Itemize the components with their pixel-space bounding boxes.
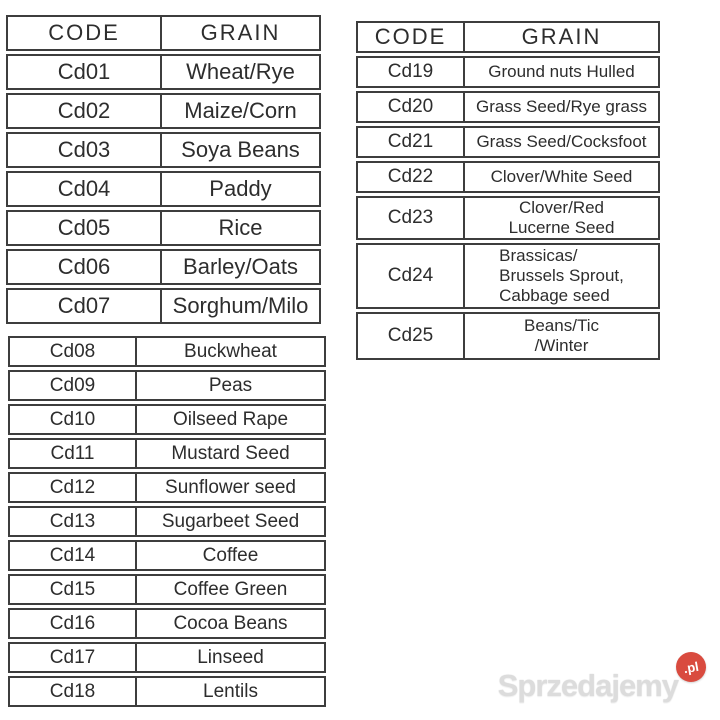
code-cell: Cd21 [356,126,463,158]
code-cell: Cd07 [6,288,160,324]
table-row: Cd21 Grass Seed/Cocksfoot [356,126,660,158]
grain-cell: Grass Seed/Rye grass [463,91,660,123]
grain-cell: Linseed [135,642,326,673]
table-row: Cd22 Clover/White Seed [356,161,660,193]
code-cell: Cd09 [8,370,135,401]
code-cell: Cd13 [8,506,135,537]
grain-cell: Grass Seed/Cocksfoot [463,126,660,158]
table-row: Cd09 Peas [8,370,326,401]
grain-cell: Oilseed Rape [135,404,326,435]
code-cell: Cd22 [356,161,463,193]
table-row: Cd08 Buckwheat [8,336,326,367]
table-row: Cd20 Grass Seed/Rye grass [356,91,660,123]
grain-cell: Beans/Tic /Winter [463,312,660,361]
code-cell: Cd14 [8,540,135,571]
grain-cell: Barley/Oats [160,249,321,285]
grain-cell: Lentils [135,676,326,707]
table-row: Cd12 Sunflower seed [8,472,326,503]
code-cell: Cd04 [6,171,160,207]
table-row: Cd15 Coffee Green [8,574,326,605]
grain-cell: Buckwheat [135,336,326,367]
code-cell: Cd11 [8,438,135,469]
code-cell: Cd02 [6,93,160,129]
table-row: Cd13 Sugarbeet Seed [8,506,326,537]
table-row: Cd01 Wheat/Rye [6,54,321,90]
table-row: Cd11 Mustard Seed [8,438,326,469]
table-header-row: CODE GRAIN [356,21,660,53]
code-header: CODE [6,15,160,51]
grain-cell: Cocoa Beans [135,608,326,639]
code-cell: Cd17 [8,642,135,673]
table-row: Cd18 Lentils [8,676,326,707]
table-row: Cd10 Oilseed Rape [8,404,326,435]
table-row: Cd24 Brassicas/ Brussels Sprout, Cabbage… [356,243,660,310]
grain-cell-text: Brassicas/ Brussels Sprout, Cabbage seed [499,246,624,306]
code-cell: Cd18 [8,676,135,707]
code-cell: Cd10 [8,404,135,435]
code-cell: Cd08 [8,336,135,367]
table-row: Cd06 Barley/Oats [6,249,321,285]
grain-cell: Sugarbeet Seed [135,506,326,537]
code-cell: Cd15 [8,574,135,605]
grain-cell: Coffee [135,540,326,571]
grain-cell: Coffee Green [135,574,326,605]
code-cell: Cd12 [8,472,135,503]
grain-header: GRAIN [160,15,321,51]
table-row: Cd02 Maize/Corn [6,93,321,129]
grain-cell: Brassicas/ Brussels Sprout, Cabbage seed [463,243,660,310]
code-cell: Cd20 [356,91,463,123]
grain-cell: Mustard Seed [135,438,326,469]
table-row: Cd19 Ground nuts Hulled [356,56,660,88]
table-row: Cd14 Coffee [8,540,326,571]
code-cell: Cd19 [356,56,463,88]
code-cell: Cd16 [8,608,135,639]
grain-cell: Maize/Corn [160,93,321,129]
grain-cell: Soya Beans [160,132,321,168]
grain-cell: Clover/Red Lucerne Seed [463,196,660,241]
table-row: Cd17 Linseed [8,642,326,673]
grain-header: GRAIN [463,21,660,53]
grain-cell: Peas [135,370,326,401]
table-row: Cd25 Beans/Tic /Winter [356,312,660,361]
table-row: Cd07 Sorghum/Milo [6,288,321,324]
code-cell: Cd06 [6,249,160,285]
grain-code-table-right: CODE GRAIN Cd19 Ground nuts Hulled Cd20 … [356,18,660,363]
code-cell: Cd25 [356,312,463,361]
code-cell: Cd01 [6,54,160,90]
grain-cell: Paddy [160,171,321,207]
watermark-pl-badge: .pl [673,649,709,685]
table-row: Cd04 Paddy [6,171,321,207]
code-cell: Cd03 [6,132,160,168]
grain-cell: Clover/White Seed [463,161,660,193]
grain-cell: Rice [160,210,321,246]
code-cell: Cd24 [356,243,463,310]
code-header: CODE [356,21,463,53]
grain-cell: Ground nuts Hulled [463,56,660,88]
table-row: Cd05 Rice [6,210,321,246]
table-row: Cd03 Soya Beans [6,132,321,168]
grain-code-table-top-left: CODE GRAIN Cd01 Wheat/Rye Cd02 Maize/Cor… [6,12,321,327]
table-row: Cd23 Clover/Red Lucerne Seed [356,196,660,241]
grain-cell: Sunflower seed [135,472,326,503]
watermark-text: Sprzedajemy [497,668,679,703]
code-cell: Cd23 [356,196,463,241]
watermark: Sprzedajemy .pl [497,649,709,704]
table-row: Cd16 Cocoa Beans [8,608,326,639]
grain-cell: Wheat/Rye [160,54,321,90]
grain-code-table-bottom-left: Cd08 Buckwheat Cd09 Peas Cd10 Oilseed Ra… [8,333,326,710]
grain-cell: Sorghum/Milo [160,288,321,324]
code-cell: Cd05 [6,210,160,246]
table-header-row: CODE GRAIN [6,15,321,51]
